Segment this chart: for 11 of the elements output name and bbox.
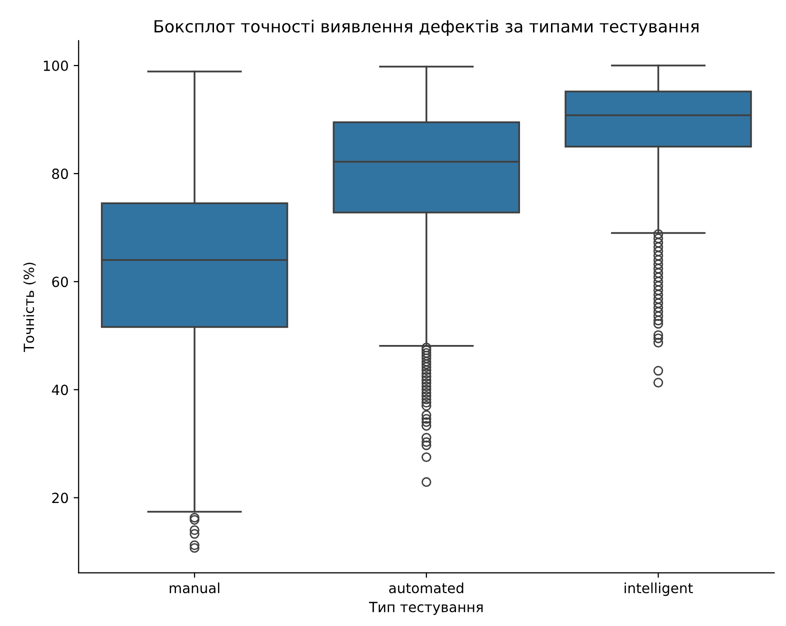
x-tick-label: automated xyxy=(389,582,464,594)
y-tick-label: 60 xyxy=(52,276,68,288)
x-axis-title: Тип тестування xyxy=(368,602,483,615)
y-tick-label: 100 xyxy=(44,60,68,72)
y-tick-label: 80 xyxy=(52,168,68,180)
y-tick-label: 20 xyxy=(52,492,68,504)
chart-title: Боксплот точності виявлення дефектів за типами тестування xyxy=(154,20,698,36)
y-tick-label: 40 xyxy=(52,384,68,396)
y-axis-title: Точність (%) xyxy=(23,262,36,352)
x-tick-label: manual xyxy=(170,582,220,594)
x-tick-label: intelligent xyxy=(624,582,693,596)
